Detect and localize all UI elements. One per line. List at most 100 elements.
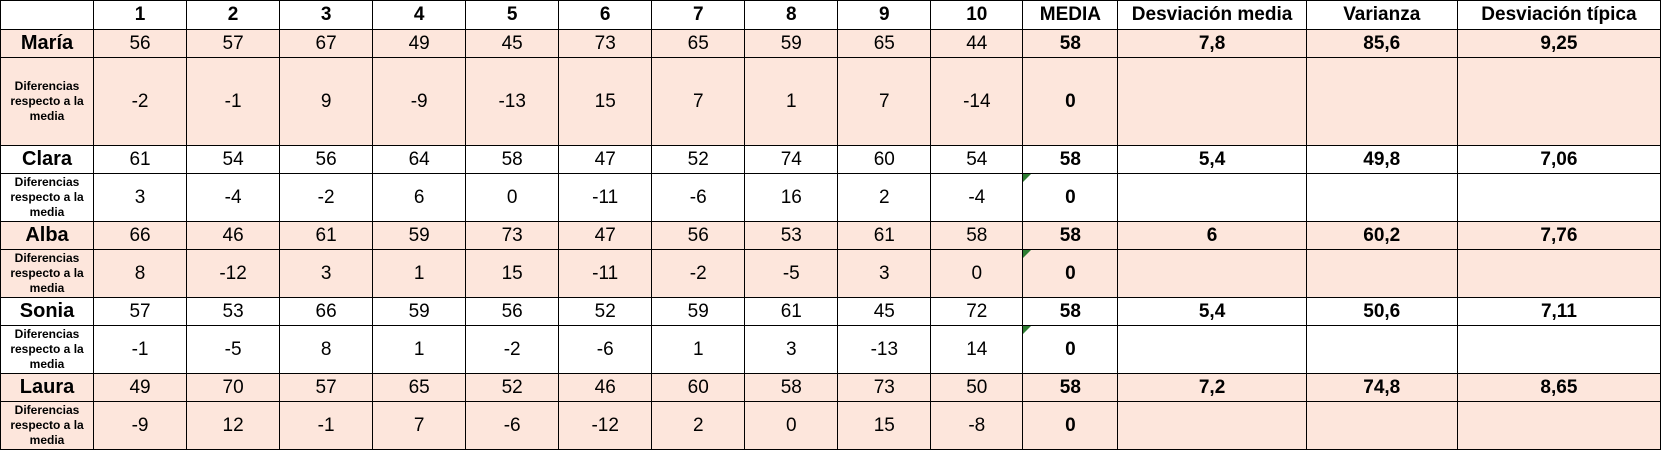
varianza-cell[interactable]: 60,2: [1305, 221, 1458, 250]
score-cell[interactable]: 70: [186, 373, 281, 402]
score-cell[interactable]: 56: [465, 297, 560, 326]
column-header-10[interactable]: 10: [930, 0, 1024, 30]
score-cell[interactable]: 49: [372, 29, 467, 58]
varianza-cell[interactable]: 49,8: [1305, 145, 1458, 174]
column-header-desviacion-media[interactable]: Desviación media: [1117, 0, 1307, 30]
difference-cell[interactable]: 7: [651, 57, 746, 146]
column-header-4[interactable]: 4: [372, 0, 467, 30]
score-cell[interactable]: 44: [930, 29, 1024, 58]
media-cell[interactable]: 58: [1022, 373, 1119, 402]
empty-cell[interactable]: [1305, 401, 1458, 450]
score-cell[interactable]: 58: [930, 221, 1024, 250]
difference-cell[interactable]: 15: [837, 401, 932, 450]
score-cell[interactable]: 61: [744, 297, 839, 326]
difference-cell[interactable]: -12: [186, 249, 281, 298]
empty-cell[interactable]: [1117, 57, 1307, 146]
score-cell[interactable]: 52: [558, 297, 653, 326]
varianza-cell[interactable]: 74,8: [1305, 373, 1458, 402]
desviacion-media-cell[interactable]: 5,4: [1117, 145, 1307, 174]
varianza-cell[interactable]: 85,6: [1305, 29, 1458, 58]
score-cell[interactable]: 47: [558, 221, 653, 250]
score-cell[interactable]: 74: [744, 145, 839, 174]
difference-cell[interactable]: -8: [930, 401, 1024, 450]
difference-cell[interactable]: 15: [465, 249, 560, 298]
score-cell[interactable]: 49: [93, 373, 188, 402]
difference-cell[interactable]: -6: [465, 401, 560, 450]
score-cell[interactable]: 57: [186, 29, 281, 58]
score-cell[interactable]: 52: [465, 373, 560, 402]
column-header-varianza[interactable]: Varianza: [1305, 0, 1458, 30]
difference-cell[interactable]: 0: [930, 249, 1024, 298]
difference-cell[interactable]: -2: [93, 57, 188, 146]
difference-cell[interactable]: 9: [279, 57, 374, 146]
desviacion-media-cell[interactable]: 5,4: [1117, 297, 1307, 326]
score-cell[interactable]: 54: [186, 145, 281, 174]
column-header-5[interactable]: 5: [465, 0, 560, 30]
difference-label-cell[interactable]: Diferencias respecto a la media: [0, 325, 95, 374]
score-cell[interactable]: 73: [837, 373, 932, 402]
score-cell[interactable]: 65: [651, 29, 746, 58]
desviacion-tipica-cell[interactable]: 7,06: [1456, 145, 1661, 174]
difference-cell[interactable]: 12: [186, 401, 281, 450]
score-cell[interactable]: 66: [279, 297, 374, 326]
difference-cell[interactable]: 15: [558, 57, 653, 146]
difference-cell[interactable]: -13: [465, 57, 560, 146]
empty-cell[interactable]: [1117, 173, 1307, 222]
difference-cell[interactable]: -5: [186, 325, 281, 374]
score-cell[interactable]: 54: [930, 145, 1024, 174]
score-cell[interactable]: 53: [744, 221, 839, 250]
column-header-3[interactable]: 3: [279, 0, 374, 30]
score-cell[interactable]: 65: [372, 373, 467, 402]
difference-cell[interactable]: -13: [837, 325, 932, 374]
difference-cell[interactable]: -9: [372, 57, 467, 146]
difference-cell[interactable]: 6: [372, 173, 467, 222]
difference-cell[interactable]: 14: [930, 325, 1024, 374]
difference-cell[interactable]: -4: [186, 173, 281, 222]
score-cell[interactable]: 58: [465, 145, 560, 174]
difference-cell[interactable]: -2: [651, 249, 746, 298]
score-cell[interactable]: 56: [279, 145, 374, 174]
media-cell[interactable]: 58: [1022, 297, 1119, 326]
score-cell[interactable]: 47: [558, 145, 653, 174]
score-cell[interactable]: 73: [558, 29, 653, 58]
student-name-cell[interactable]: María: [0, 29, 95, 58]
score-cell[interactable]: 46: [558, 373, 653, 402]
score-cell[interactable]: 56: [93, 29, 188, 58]
student-name-cell[interactable]: Alba: [0, 221, 95, 250]
student-name-cell[interactable]: Laura: [0, 373, 95, 402]
score-cell[interactable]: 58: [744, 373, 839, 402]
difference-cell[interactable]: 16: [744, 173, 839, 222]
column-header-7[interactable]: 7: [651, 0, 746, 30]
difference-cell[interactable]: 1: [744, 57, 839, 146]
difference-cell[interactable]: 3: [93, 173, 188, 222]
column-header-6[interactable]: 6: [558, 0, 653, 30]
score-cell[interactable]: 52: [651, 145, 746, 174]
difference-cell[interactable]: -1: [279, 401, 374, 450]
difference-cell[interactable]: 3: [744, 325, 839, 374]
difference-cell[interactable]: -14: [930, 57, 1024, 146]
column-header-2[interactable]: 2: [186, 0, 281, 30]
difference-cell[interactable]: 0: [744, 401, 839, 450]
empty-cell[interactable]: [1456, 249, 1661, 298]
score-cell[interactable]: 61: [93, 145, 188, 174]
difference-cell[interactable]: -1: [186, 57, 281, 146]
difference-cell[interactable]: -1: [93, 325, 188, 374]
score-cell[interactable]: 50: [930, 373, 1024, 402]
media-cell[interactable]: 58: [1022, 29, 1119, 58]
difference-cell[interactable]: 1: [372, 325, 467, 374]
empty-cell[interactable]: [1117, 249, 1307, 298]
desviacion-tipica-cell[interactable]: 7,11: [1456, 297, 1661, 326]
score-cell[interactable]: 66: [93, 221, 188, 250]
difference-cell[interactable]: -9: [93, 401, 188, 450]
score-cell[interactable]: 59: [744, 29, 839, 58]
difference-media-cell[interactable]: 0: [1022, 57, 1119, 146]
empty-cell[interactable]: [1305, 173, 1458, 222]
student-name-cell[interactable]: Sonia: [0, 297, 95, 326]
difference-cell[interactable]: -4: [930, 173, 1024, 222]
score-cell[interactable]: 64: [372, 145, 467, 174]
difference-label-cell[interactable]: Diferencias respecto a la media: [0, 249, 95, 298]
difference-cell[interactable]: -11: [558, 173, 653, 222]
empty-cell[interactable]: [1456, 401, 1661, 450]
empty-cell[interactable]: [1305, 249, 1458, 298]
difference-cell[interactable]: 8: [279, 325, 374, 374]
